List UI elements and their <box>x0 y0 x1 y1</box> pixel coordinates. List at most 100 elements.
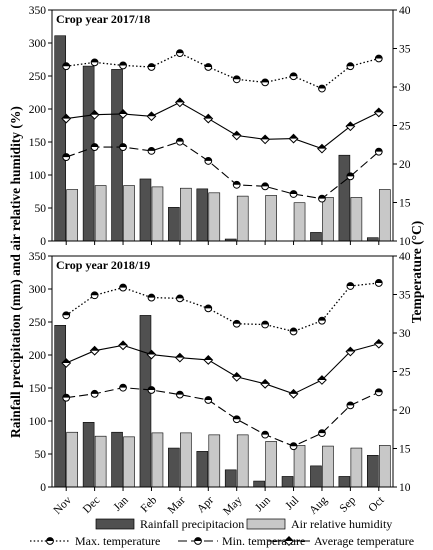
avg-marker-fill <box>232 131 241 136</box>
left-tick-label: 350 <box>29 5 47 17</box>
rain-bar <box>111 69 123 242</box>
min-marker-fill <box>62 394 70 398</box>
max-temperature-marker <box>261 320 270 329</box>
humidity-bar <box>151 432 164 488</box>
x-tick-label: Jun <box>253 494 273 514</box>
min-temperature-line <box>66 387 380 447</box>
max-temperature-marker <box>346 282 355 290</box>
avg-temperature-marker <box>317 375 327 385</box>
max-temperature-marker <box>119 283 127 292</box>
max-temperature-marker <box>346 62 355 71</box>
min-marker-fill <box>233 181 241 185</box>
min-temperature-marker <box>62 153 71 161</box>
right-tick-label: 20 <box>399 405 411 417</box>
avg-temperature-marker <box>373 107 384 118</box>
right-tick-label: 30 <box>399 82 411 94</box>
avg-marker-fill <box>317 375 327 380</box>
min-temperature-marker <box>204 157 213 165</box>
avg-temperature-marker <box>89 109 100 120</box>
min-marker-fill <box>290 442 297 447</box>
min-temperature-marker <box>346 401 355 410</box>
min-temperature-marker <box>261 430 270 439</box>
min-marker-fill <box>148 147 155 151</box>
humidity-bar <box>180 187 192 242</box>
rain-bar <box>139 178 152 242</box>
legend-rain-swatch <box>95 518 135 530</box>
max-marker-fill <box>62 311 70 316</box>
min-marker-fill <box>204 396 212 400</box>
left-tick-label: 100 <box>29 416 47 428</box>
rain-bar <box>281 476 294 488</box>
left-tick-label: 150 <box>29 383 47 395</box>
min-marker-fill <box>290 190 297 195</box>
avg-temperature-marker <box>288 133 299 144</box>
min-marker-fill <box>318 195 326 199</box>
avg-marker-fill <box>90 110 99 115</box>
humidity-bar <box>350 197 363 242</box>
min-marker-fill <box>261 182 269 187</box>
rain-bar <box>168 447 180 488</box>
legend-min-marker <box>178 537 218 545</box>
min-temperature-marker <box>346 172 355 181</box>
humidity-bar <box>208 434 221 488</box>
humidity-bar <box>378 189 391 242</box>
panel-1: 0 50 100 150 200 250 300 350 10 15 20 25 30 35 40 Crop … <box>29 5 411 248</box>
x-tick-label: Oct <box>366 494 387 515</box>
avg-marker-fill <box>346 122 355 127</box>
left-tick-label: 0 <box>40 482 46 494</box>
x-tick-label: Apr <box>195 494 216 515</box>
avg-marker-fill <box>118 109 128 114</box>
min-marker-fill <box>375 148 383 152</box>
humidity-bar <box>180 432 192 488</box>
min-temperature-marker <box>374 388 383 397</box>
left-tick-label: 200 <box>29 104 47 116</box>
avg-temperature-marker <box>373 338 384 349</box>
x-axis-labels: Nov Dec Jan Feb Mar Apr May Jun Jul Aug Sep Oct <box>52 494 388 518</box>
humidity-bar <box>123 436 135 488</box>
avg-marker-fill <box>374 339 383 344</box>
min-marker-fill <box>346 401 354 406</box>
avg-temperature-marker <box>260 134 271 145</box>
max-temperature-marker <box>62 311 71 320</box>
x-tick-label: Jul <box>283 494 301 512</box>
max-marker-fill <box>261 78 269 83</box>
max-temperature-marker <box>90 58 99 67</box>
right-tick-label: 10 <box>399 482 411 494</box>
humidity-bar <box>322 445 334 488</box>
max-marker-fill <box>290 72 297 77</box>
rain-bar <box>338 476 351 488</box>
avg-marker-fill <box>118 341 128 346</box>
min-temperature-marker <box>119 383 127 392</box>
min-temperature-marker <box>204 396 213 404</box>
min-marker-fill <box>375 388 383 393</box>
rain-bar <box>196 451 209 488</box>
rain-bar <box>139 315 152 488</box>
avg-temperature-marker <box>146 349 157 360</box>
rain-bar <box>310 232 322 242</box>
max-marker-fill <box>233 320 241 324</box>
legend-avg-label: Average temperature <box>314 534 414 548</box>
min-marker-fill <box>91 390 99 394</box>
x-tick-label: Feb <box>139 494 160 515</box>
right-tick-label: 35 <box>399 44 411 56</box>
avg-marker-fill <box>289 134 298 139</box>
max-temperature-marker <box>374 54 383 63</box>
max-temperature-marker <box>289 72 298 81</box>
min-temperature-marker <box>318 194 326 203</box>
max-marker-fill <box>148 294 155 298</box>
max-marker-fill <box>91 58 99 63</box>
rain-bar <box>338 154 351 242</box>
avg-marker-fill <box>260 379 270 384</box>
plot-frame <box>51 255 394 488</box>
max-marker-fill <box>91 291 99 296</box>
min-temperature-marker <box>90 143 99 151</box>
left-tick-label: 100 <box>29 170 47 182</box>
humidity-bar <box>66 431 79 488</box>
max-temperature-marker <box>147 293 156 302</box>
humidity-bar <box>208 192 221 242</box>
left-tick-label: 350 <box>29 251 47 263</box>
panel-title: Crop year 2017/18 <box>56 12 150 26</box>
avg-temperature-marker <box>89 345 100 356</box>
humidity-bar <box>236 195 249 242</box>
avg-temperature-marker <box>146 111 157 122</box>
